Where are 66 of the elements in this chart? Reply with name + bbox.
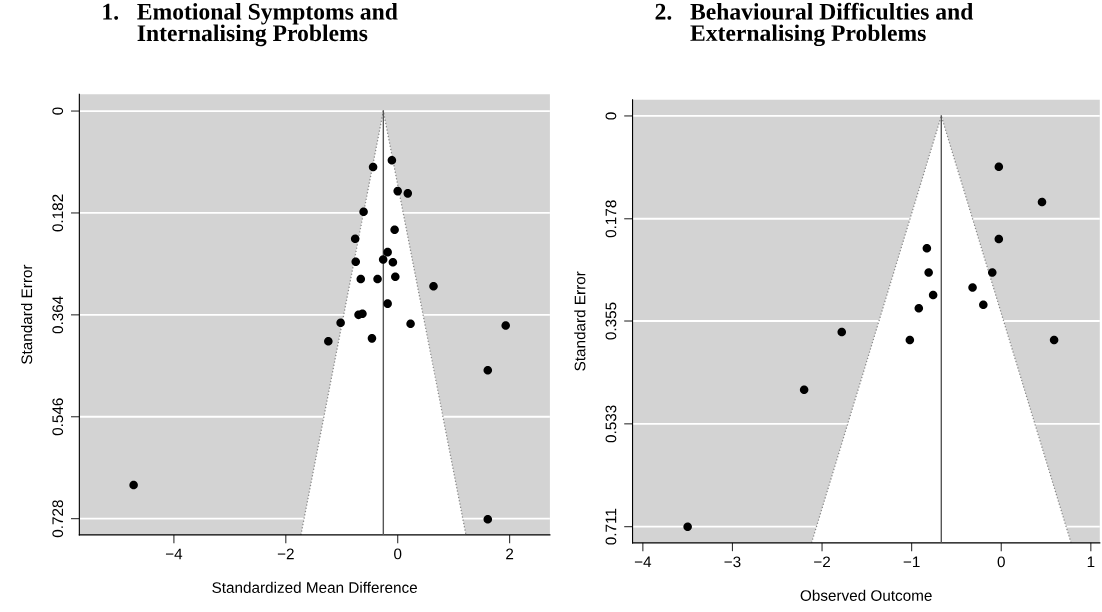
point xyxy=(383,247,392,257)
point xyxy=(388,257,398,267)
point xyxy=(403,189,413,198)
point xyxy=(350,234,360,243)
chart-title: 2. Behavioural Difficulties and Externalising Problems xyxy=(655,2,974,47)
point xyxy=(914,304,924,313)
point xyxy=(390,225,399,235)
point xyxy=(799,385,809,395)
x-tick-label: −1 xyxy=(903,556,920,568)
point xyxy=(988,268,997,277)
x-axis-title: Observed Outcome xyxy=(800,589,932,601)
point xyxy=(1049,335,1059,345)
point xyxy=(994,234,1004,244)
point xyxy=(391,272,400,282)
point xyxy=(429,282,438,291)
point xyxy=(406,319,415,329)
point xyxy=(905,335,915,345)
point xyxy=(483,366,493,375)
y-axis-title: Standard Error xyxy=(21,264,33,364)
x-tick-label: −4 xyxy=(634,556,652,568)
x-tick-label: −3 xyxy=(724,556,741,568)
point xyxy=(501,321,510,330)
y-tick-label: 0.711 xyxy=(605,508,617,545)
y-tick-label: 0.533 xyxy=(605,405,617,443)
y-tick-label: 0.178 xyxy=(605,200,617,238)
x-tick-label: 0 xyxy=(997,556,1005,568)
point xyxy=(924,268,933,277)
point xyxy=(483,514,493,524)
x-tick-label: 1 xyxy=(1087,556,1095,568)
point xyxy=(922,243,932,253)
point xyxy=(336,318,345,327)
point xyxy=(351,257,361,266)
y-tick-label: 0 xyxy=(605,112,617,120)
x-tick-label: −2 xyxy=(277,548,294,560)
x-tick-label: 0 xyxy=(394,548,402,560)
point xyxy=(1037,197,1047,207)
point xyxy=(683,522,692,531)
point xyxy=(378,255,388,264)
x-tick-label: −2 xyxy=(814,556,830,568)
point xyxy=(393,186,402,196)
point xyxy=(373,274,382,284)
y-tick-label: 0.182 xyxy=(52,194,64,232)
point xyxy=(979,300,988,310)
y-tick-label: 0.728 xyxy=(52,500,64,538)
y-axis-title: Standard Error xyxy=(574,271,586,371)
x-tick-label: −4 xyxy=(165,548,183,560)
point xyxy=(383,299,392,308)
point xyxy=(994,162,1004,172)
x-axis-title: Standardized Mean Difference xyxy=(212,581,417,593)
chart-title: 1. Emotional Symptoms and Internalising Problems xyxy=(103,3,398,47)
point xyxy=(129,480,138,490)
y-tick-label: 0 xyxy=(52,107,64,115)
point xyxy=(837,327,847,337)
point xyxy=(356,274,366,284)
point xyxy=(968,283,977,292)
x-tick-label: 2 xyxy=(506,548,514,560)
point xyxy=(358,309,367,319)
point xyxy=(387,156,397,165)
y-tick-label: 0.546 xyxy=(52,398,64,436)
point xyxy=(359,207,368,217)
point xyxy=(324,336,333,346)
point xyxy=(928,290,938,300)
y-tick-label: 0.355 xyxy=(605,302,617,340)
point xyxy=(367,334,377,343)
point xyxy=(368,162,378,172)
y-tick-label: 0.364 xyxy=(52,296,64,334)
